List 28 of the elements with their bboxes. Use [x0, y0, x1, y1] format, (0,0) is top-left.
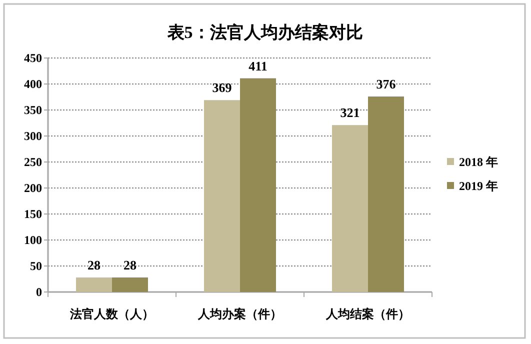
data-label: 28: [88, 257, 101, 272]
y-tick-label: 100: [24, 233, 42, 247]
y-tick-label: 200: [24, 181, 42, 195]
data-label: 411: [248, 58, 268, 74]
legend-label: 2019 年: [459, 179, 498, 193]
data-label: 369: [212, 80, 232, 96]
bar: [368, 96, 404, 292]
bar: [240, 78, 276, 292]
y-tick-label: 400: [24, 77, 42, 91]
x-tick-label: 法官人数（人）: [69, 307, 154, 321]
y-tick-label: 250: [24, 155, 42, 169]
bar: [112, 277, 148, 292]
chart-title: 表5：法官人均办结案对比: [166, 22, 363, 42]
bar: [204, 100, 240, 292]
bar: [76, 277, 112, 292]
bar: [332, 125, 368, 292]
y-tick-label: 150: [24, 207, 42, 221]
data-label: 321: [340, 105, 360, 120]
legend-label: 2018 年: [459, 155, 498, 169]
y-tick-label: 300: [24, 129, 42, 143]
x-tick-label: 人均办案（件）: [197, 307, 282, 321]
y-tick-label: 350: [24, 103, 42, 117]
x-tick-label: 人均结案（件）: [325, 307, 410, 321]
y-tick-label: 0: [36, 285, 42, 299]
y-tick-label: 450: [24, 51, 42, 65]
data-label: 28: [124, 257, 137, 272]
y-tick-label: 50: [30, 259, 42, 273]
data-label: 376: [376, 76, 396, 92]
